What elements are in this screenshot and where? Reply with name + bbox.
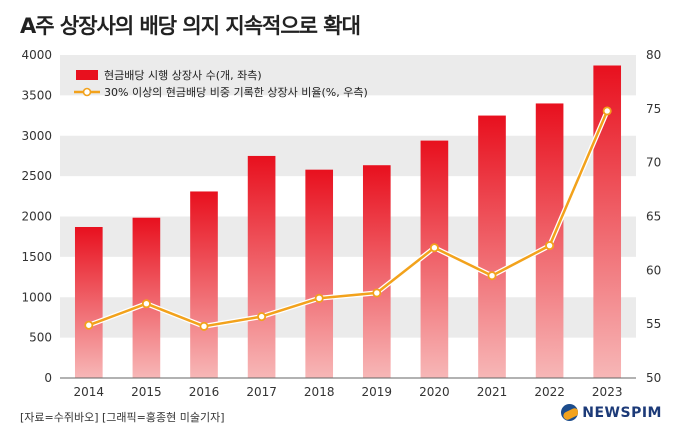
y-axis-left: 0 500 1000 1500 2000 2500 3000 3500 4000: [21, 48, 52, 385]
bar-2016: [190, 191, 218, 378]
line-point-2016: [199, 321, 209, 331]
legend-line-label: 30% 이상의 현금배당 비중 기록한 상장사 비율(%, 우측): [104, 86, 368, 99]
y-axis-right: 50 55 60 65 70 75 80: [646, 48, 661, 385]
line-point-2018: [314, 293, 324, 303]
line-point-2019: [372, 288, 382, 298]
x-tick-label: 2017: [246, 385, 277, 399]
y-right-tick-label: 60: [646, 263, 661, 277]
line-point-2022: [545, 241, 555, 251]
bar-2019: [362, 165, 391, 378]
x-tick-label: 2023: [592, 385, 623, 399]
line-point-2017: [257, 312, 267, 322]
x-axis: 2014 2015 2016 2017 2018 2019 2020 2021 2022 2023: [60, 377, 636, 399]
bar-series: [74, 65, 622, 378]
bar-2014: [74, 226, 103, 378]
x-tick-label: 2022: [534, 385, 565, 399]
bar-2017: [247, 155, 276, 378]
newspim-logo: NEWSPIM: [561, 404, 662, 421]
line-series-path: [88, 110, 609, 328]
x-tick-label: 2018: [304, 385, 335, 399]
y-left-tick-label: 3500: [21, 88, 52, 102]
newspim-logo-text: NEWSPIM: [582, 404, 662, 421]
x-tick-label: 2020: [419, 385, 450, 399]
y-right-tick-label: 80: [646, 48, 661, 62]
line-point-2020: [429, 243, 439, 253]
y-right-tick-label: 65: [646, 210, 661, 224]
y-right-tick-label: 55: [646, 317, 661, 331]
y-left-tick-label: 3000: [21, 129, 52, 143]
line-series: [84, 106, 612, 331]
legend-bar-label: 현금배당 시행 상장사 수(개, 좌측): [104, 69, 262, 82]
y-left-tick-label: 1000: [21, 290, 52, 304]
legend: 현금배당 시행 상장사 수(개, 좌측) 30% 이상의 현금배당 비중 기록한…: [74, 69, 368, 99]
source-note: [자료=수쥐바오] [그래픽=홍종현 미술기자]: [20, 411, 225, 424]
y-left-tick-label: 1500: [21, 250, 52, 264]
bar-2021: [478, 115, 506, 378]
y-left-tick-label: 500: [29, 331, 52, 345]
y-right-tick-label: 75: [646, 102, 661, 116]
line-point-2015: [141, 299, 151, 309]
y-left-tick-label: 4000: [21, 48, 52, 62]
chart-title: A주 상장사의 배당 의지 지속적으로 확대: [20, 14, 361, 38]
line-point-2023: [602, 106, 612, 116]
x-tick-label: 2019: [362, 385, 393, 399]
grid-band: [60, 55, 636, 96]
bar-2015: [132, 217, 161, 378]
bar-2018: [305, 169, 334, 378]
y-right-tick-label: 50: [646, 371, 661, 385]
legend-line-marker: [82, 87, 92, 97]
bar-2020: [420, 140, 449, 378]
y-left-tick-label: 2000: [21, 210, 52, 224]
x-tick-label: 2016: [189, 385, 220, 399]
legend-bar-swatch: [76, 70, 98, 80]
y-left-tick-label: 2500: [21, 169, 52, 183]
line-point-2014: [84, 320, 94, 330]
x-tick-label: 2014: [74, 385, 105, 399]
bar-2023: [593, 65, 622, 378]
x-tick-label: 2021: [477, 385, 508, 399]
y-right-tick-label: 70: [646, 156, 661, 170]
x-tick-label: 2015: [131, 385, 162, 399]
line-point-2021: [487, 271, 497, 281]
newspim-logo-icon: [561, 404, 579, 421]
y-left-tick-label: 0: [44, 371, 52, 385]
